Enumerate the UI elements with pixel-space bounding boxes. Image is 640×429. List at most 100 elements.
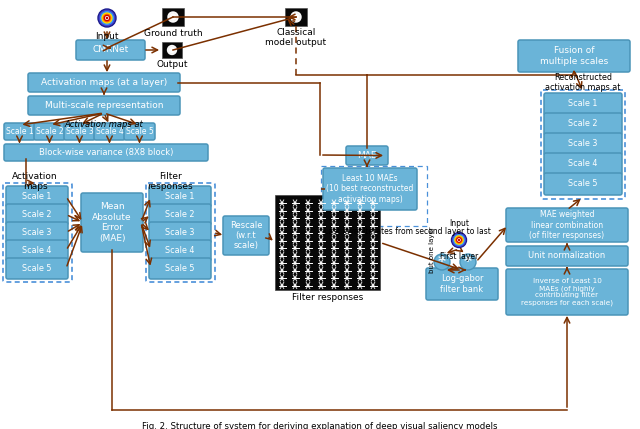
- Circle shape: [458, 239, 460, 241]
- Text: MAE: MAE: [357, 151, 377, 160]
- Circle shape: [455, 236, 463, 244]
- Circle shape: [346, 209, 348, 211]
- Text: Activation
maps: Activation maps: [12, 172, 58, 191]
- FancyBboxPatch shape: [94, 123, 125, 140]
- Circle shape: [168, 45, 177, 54]
- Text: Scale 3: Scale 3: [22, 228, 52, 237]
- FancyBboxPatch shape: [275, 195, 380, 290]
- Circle shape: [99, 10, 115, 26]
- Text: Scale 1: Scale 1: [6, 127, 33, 136]
- Circle shape: [294, 277, 296, 279]
- Circle shape: [307, 284, 309, 287]
- Text: Ground truth: Ground truth: [144, 29, 202, 38]
- Circle shape: [320, 224, 322, 227]
- Circle shape: [307, 224, 309, 227]
- FancyBboxPatch shape: [162, 8, 184, 26]
- Circle shape: [307, 277, 309, 279]
- Circle shape: [333, 262, 335, 264]
- Circle shape: [281, 232, 283, 234]
- Circle shape: [460, 254, 476, 270]
- Text: but one layer: but one layer: [429, 227, 435, 273]
- Circle shape: [333, 239, 335, 242]
- FancyBboxPatch shape: [323, 168, 417, 210]
- FancyBboxPatch shape: [518, 40, 630, 72]
- Circle shape: [346, 277, 348, 279]
- Circle shape: [293, 14, 299, 20]
- Circle shape: [281, 262, 283, 264]
- Text: Fig. 2. Structure of system for deriving explanation of deep visual saliency mod: Fig. 2. Structure of system for deriving…: [142, 422, 498, 429]
- Circle shape: [372, 232, 374, 234]
- Circle shape: [320, 239, 322, 242]
- Circle shape: [170, 14, 176, 20]
- Circle shape: [307, 209, 309, 211]
- Circle shape: [281, 247, 283, 249]
- FancyBboxPatch shape: [6, 258, 68, 279]
- FancyBboxPatch shape: [64, 123, 95, 140]
- Circle shape: [346, 239, 348, 242]
- Circle shape: [294, 202, 296, 204]
- FancyBboxPatch shape: [76, 40, 145, 60]
- Text: Scale 5: Scale 5: [568, 179, 598, 188]
- Circle shape: [281, 277, 283, 279]
- Text: MAE weighted
linear combination
(of filter responses): MAE weighted linear combination (of filt…: [529, 210, 605, 240]
- Text: Scale 4: Scale 4: [568, 160, 598, 169]
- Circle shape: [372, 224, 374, 227]
- FancyBboxPatch shape: [506, 269, 628, 315]
- FancyBboxPatch shape: [28, 96, 180, 115]
- Circle shape: [333, 247, 335, 249]
- Circle shape: [359, 232, 361, 234]
- FancyBboxPatch shape: [506, 208, 628, 242]
- Text: Scale 3: Scale 3: [568, 139, 598, 148]
- Circle shape: [281, 269, 283, 272]
- Circle shape: [333, 277, 335, 279]
- Circle shape: [294, 239, 296, 242]
- Circle shape: [281, 239, 283, 242]
- Circle shape: [281, 202, 283, 204]
- Circle shape: [320, 202, 322, 204]
- Circle shape: [372, 269, 374, 272]
- Circle shape: [294, 262, 296, 264]
- Circle shape: [359, 224, 361, 227]
- Circle shape: [372, 202, 374, 204]
- Circle shape: [333, 202, 335, 204]
- Circle shape: [294, 224, 296, 227]
- FancyBboxPatch shape: [544, 133, 622, 155]
- Text: Rescale
(w.r.t
scale): Rescale (w.r.t scale): [230, 221, 262, 251]
- Circle shape: [307, 202, 309, 204]
- Circle shape: [359, 277, 361, 279]
- Circle shape: [359, 269, 361, 272]
- Circle shape: [333, 217, 335, 219]
- FancyBboxPatch shape: [3, 183, 72, 282]
- Circle shape: [307, 254, 309, 257]
- Text: Scale 3: Scale 3: [66, 127, 93, 136]
- Circle shape: [170, 48, 174, 52]
- Text: Input: Input: [95, 32, 119, 41]
- Circle shape: [359, 209, 361, 211]
- Circle shape: [294, 284, 296, 287]
- Circle shape: [359, 284, 361, 287]
- FancyBboxPatch shape: [162, 42, 182, 58]
- FancyBboxPatch shape: [81, 193, 143, 252]
- Text: Scale 5: Scale 5: [125, 127, 154, 136]
- Circle shape: [456, 237, 462, 243]
- Circle shape: [346, 247, 348, 249]
- Circle shape: [346, 232, 348, 234]
- Text: Output: Output: [156, 60, 188, 69]
- Text: Scale 4: Scale 4: [95, 127, 124, 136]
- Circle shape: [100, 12, 113, 24]
- Circle shape: [320, 217, 322, 219]
- Text: Scale 4: Scale 4: [22, 246, 52, 255]
- FancyBboxPatch shape: [149, 240, 211, 261]
- Circle shape: [346, 217, 348, 219]
- Text: Scale 2: Scale 2: [36, 127, 63, 136]
- Circle shape: [320, 247, 322, 249]
- Circle shape: [333, 232, 335, 234]
- Circle shape: [281, 217, 283, 219]
- Circle shape: [346, 262, 348, 264]
- Circle shape: [291, 12, 301, 22]
- Circle shape: [359, 202, 361, 204]
- Circle shape: [333, 209, 335, 211]
- Circle shape: [281, 254, 283, 257]
- FancyBboxPatch shape: [346, 146, 388, 165]
- Text: Log-gabor
filter bank: Log-gabor filter bank: [440, 274, 484, 294]
